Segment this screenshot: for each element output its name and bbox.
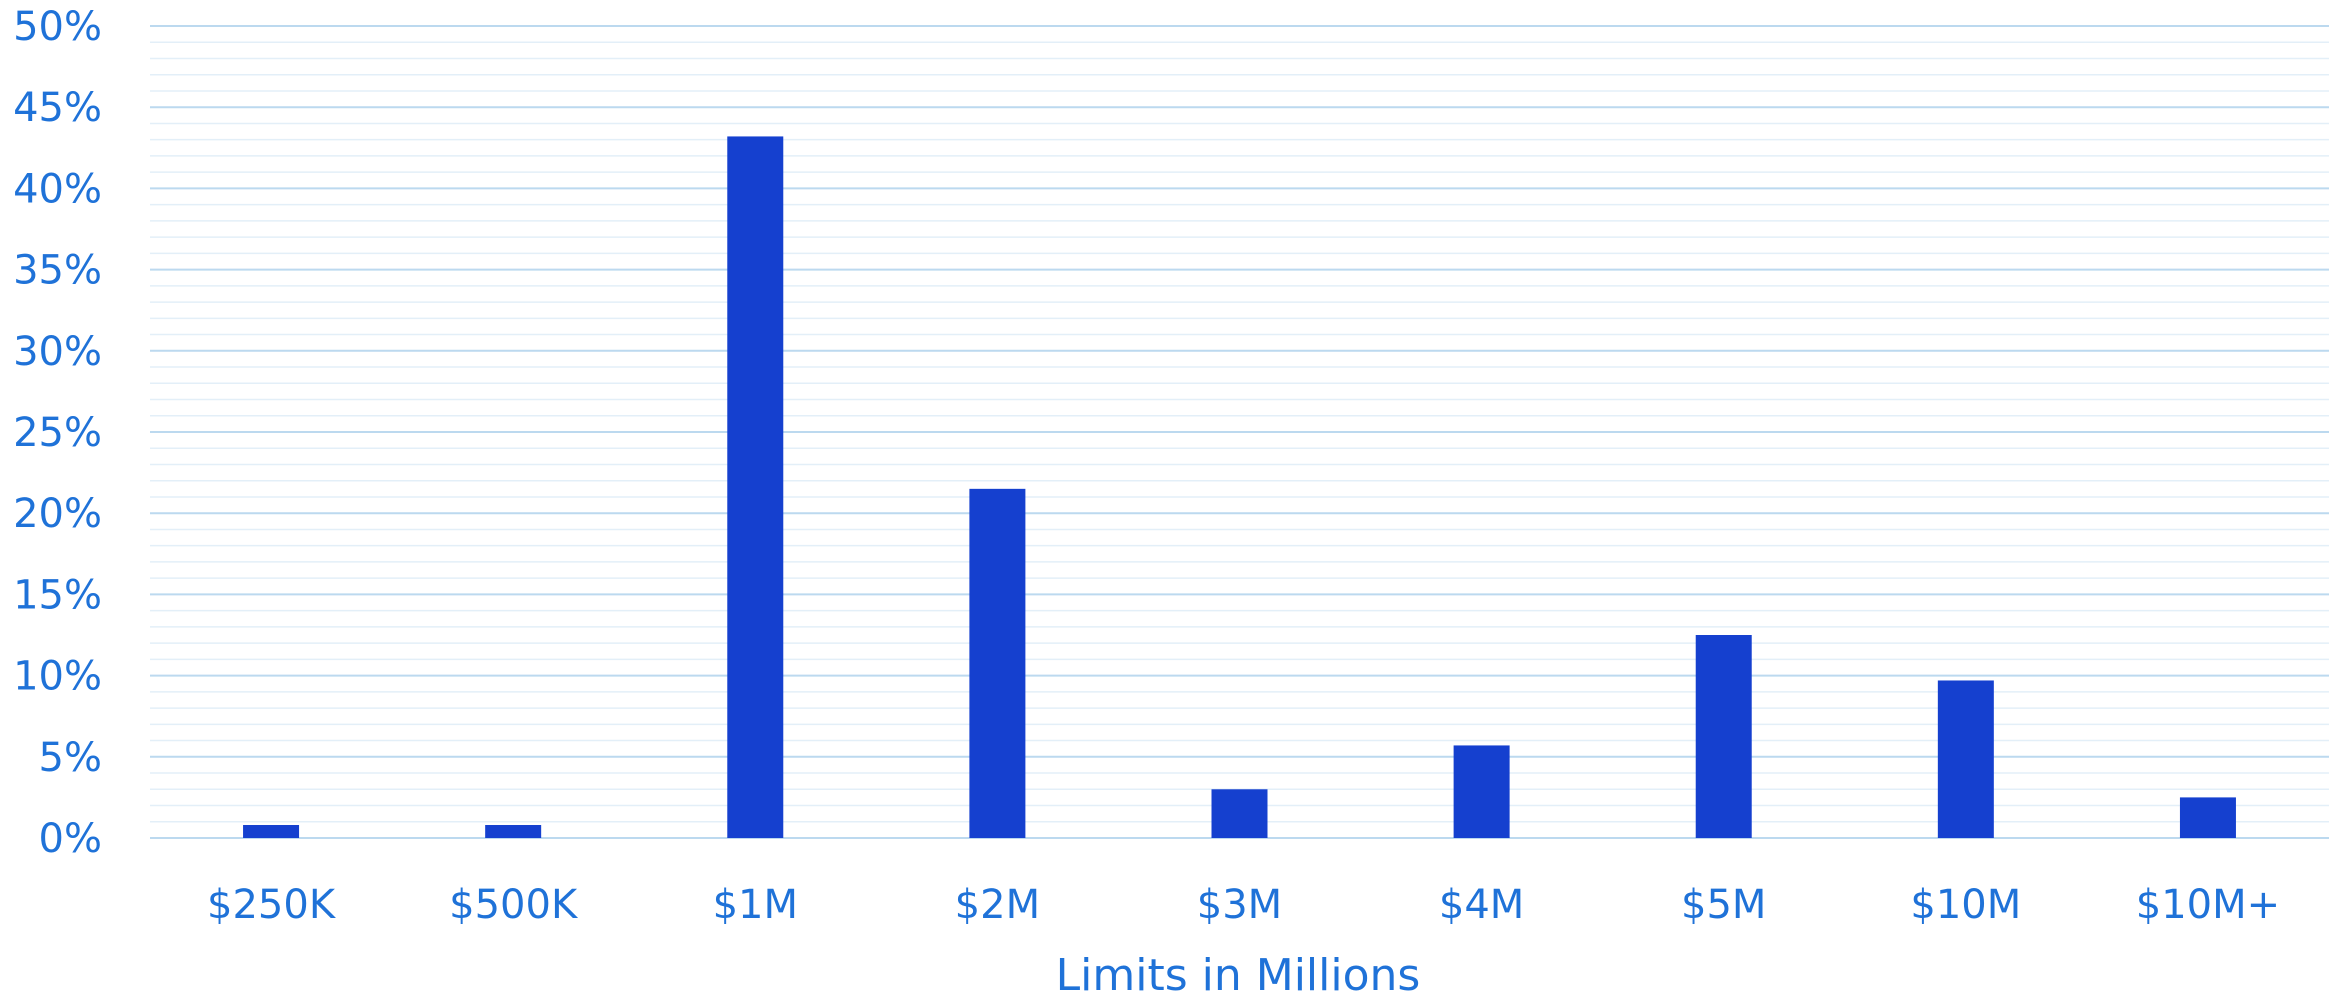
x-tick-label: $2M (955, 882, 1040, 928)
x-tick-label: $10M+ (2136, 882, 2280, 928)
y-tick-label: 0% (39, 816, 102, 862)
bar (485, 825, 542, 838)
x-axis-title: Limits in Millions (1056, 950, 1421, 997)
bar (1695, 635, 1752, 838)
x-tick-label: $4M (1439, 882, 1524, 928)
y-tick-label: 20% (13, 491, 102, 537)
y-axis-tick-labels: 0% 5% 10% 15% 20% 25% 30% 35% 40% 45% 50% (13, 4, 102, 862)
x-tick-label: $10M (1910, 882, 2021, 928)
bar (1211, 789, 1268, 838)
y-tick-label: 5% (39, 735, 102, 781)
x-axis-tick-labels: $250K $500K $1M $2M $3M $4M $5M $10M $10M+ (207, 882, 2280, 928)
bar (969, 488, 1026, 838)
grid-lines (150, 25, 2329, 839)
y-tick-label: 50% (13, 4, 102, 50)
y-tick-label: 40% (13, 166, 102, 212)
x-tick-label: $500K (449, 882, 579, 928)
x-tick-label: $5M (1681, 882, 1766, 928)
y-tick-label: 10% (13, 654, 102, 700)
x-tick-label: $250K (207, 882, 337, 928)
bars (243, 136, 2236, 838)
y-tick-label: 35% (13, 248, 102, 294)
bar (1453, 745, 1510, 838)
y-tick-label: 30% (13, 329, 102, 375)
bar (2179, 797, 2236, 838)
bar (727, 136, 784, 838)
bar (243, 825, 300, 838)
bar (1937, 680, 1994, 838)
y-tick-label: 15% (13, 572, 102, 618)
y-tick-label: 25% (13, 410, 102, 456)
y-tick-label: 45% (13, 85, 102, 131)
x-tick-label: $1M (713, 882, 798, 928)
x-tick-label: $3M (1197, 882, 1282, 928)
